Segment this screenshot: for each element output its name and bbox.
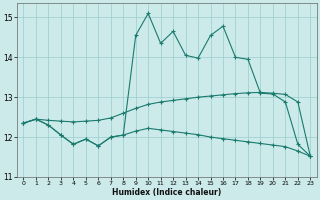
X-axis label: Humidex (Indice chaleur): Humidex (Indice chaleur) bbox=[112, 188, 221, 197]
